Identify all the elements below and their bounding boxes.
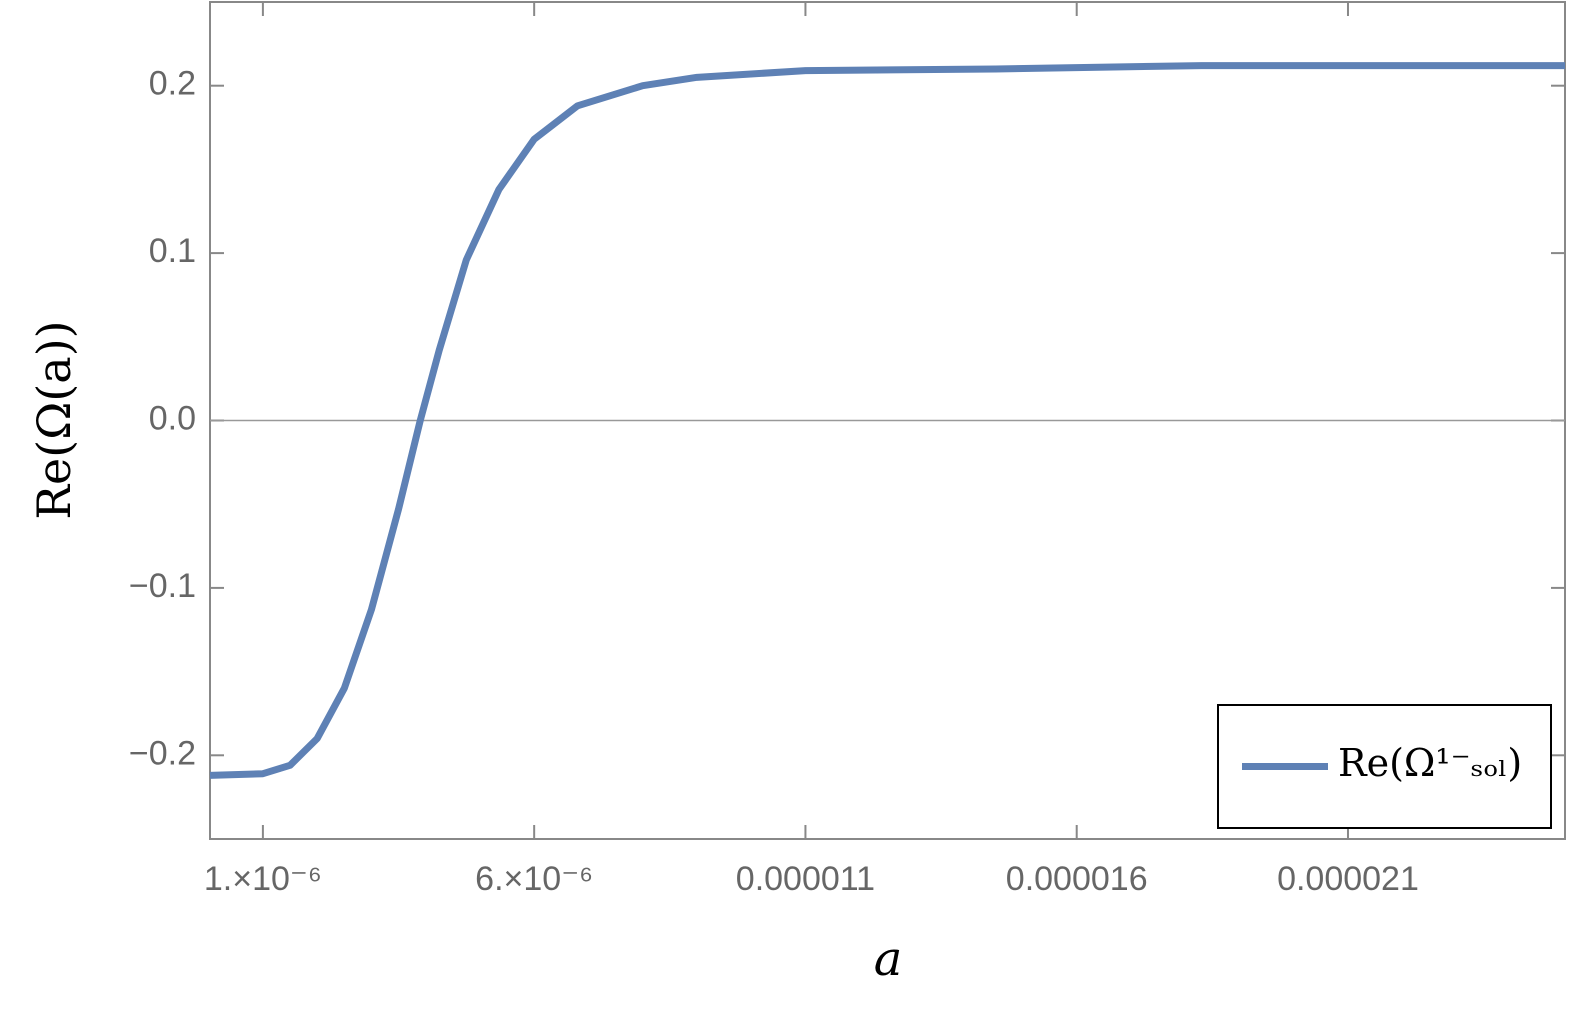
x-axis-label: a — [874, 931, 903, 987]
y-axis-label: Re(Ω(a)) — [27, 320, 81, 519]
x-tick-label: 0.000011 — [736, 860, 875, 898]
y-tick-label: 0.0 — [149, 399, 196, 437]
x-tick-label: 1.×10⁻⁶ — [204, 860, 322, 898]
x-tick-label: 0.000016 — [1006, 860, 1148, 898]
y-tick-label: 0.2 — [149, 65, 196, 103]
y-tick-label: −0.1 — [129, 567, 196, 605]
y-tick-label: −0.2 — [129, 734, 196, 772]
x-tick-label: 0.000021 — [1277, 860, 1419, 898]
legend-label: Re(Ω¹⁻ₛₒₗ) — [1338, 741, 1522, 785]
x-tick-label: 6.×10⁻⁶ — [475, 860, 593, 898]
y-tick-label: 0.1 — [149, 232, 196, 270]
series-line — [209, 62, 1565, 779]
